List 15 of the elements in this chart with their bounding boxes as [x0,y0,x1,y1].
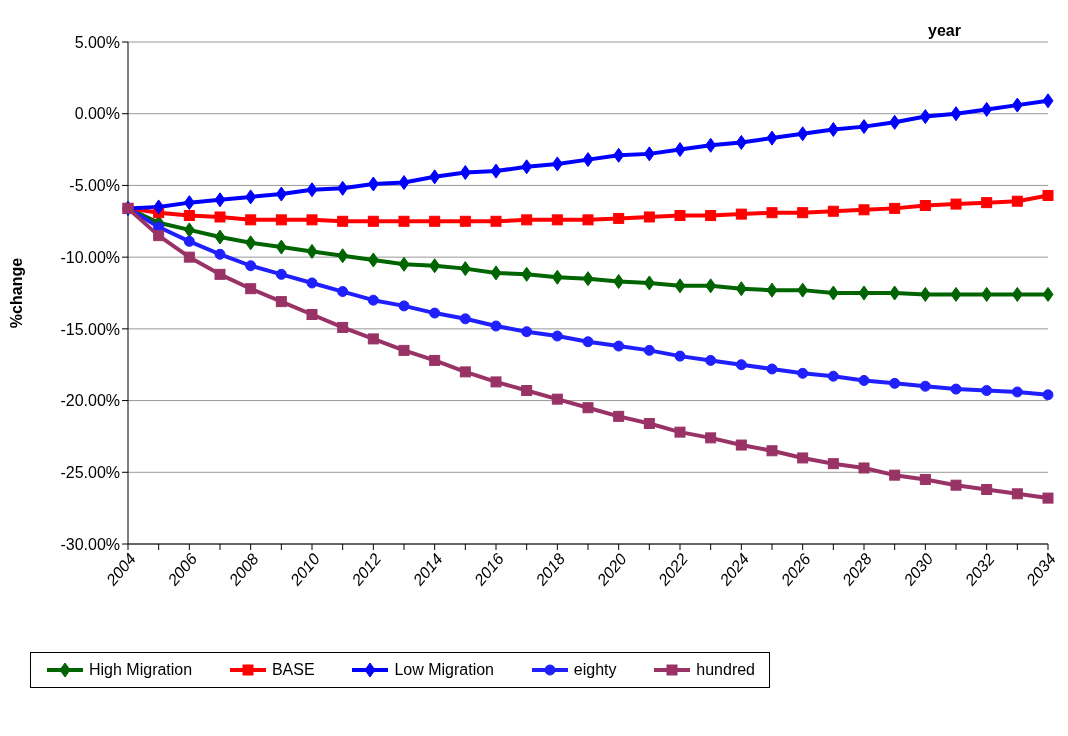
y-tick-label: -20.00% [60,392,120,410]
y-tick-label: -5.00% [69,177,120,195]
y-tick-label: 0.00% [74,105,120,123]
y-tick-label: -30.00% [60,535,120,553]
y-tick-label: -10.00% [60,248,120,266]
legend-label: hundred [696,661,755,679]
legend-label: eighty [573,661,617,679]
legend-label: High Migration [89,661,193,679]
y-tick-label: -25.00% [60,463,120,481]
legend-label: Low Migration [394,661,495,679]
y-axis-title: %change [7,257,25,329]
x-axis-title: year [928,22,961,40]
legend-label: BASE [271,661,315,679]
y-tick-label: 5.00% [74,33,120,51]
y-tick-label: -15.00% [60,320,120,338]
